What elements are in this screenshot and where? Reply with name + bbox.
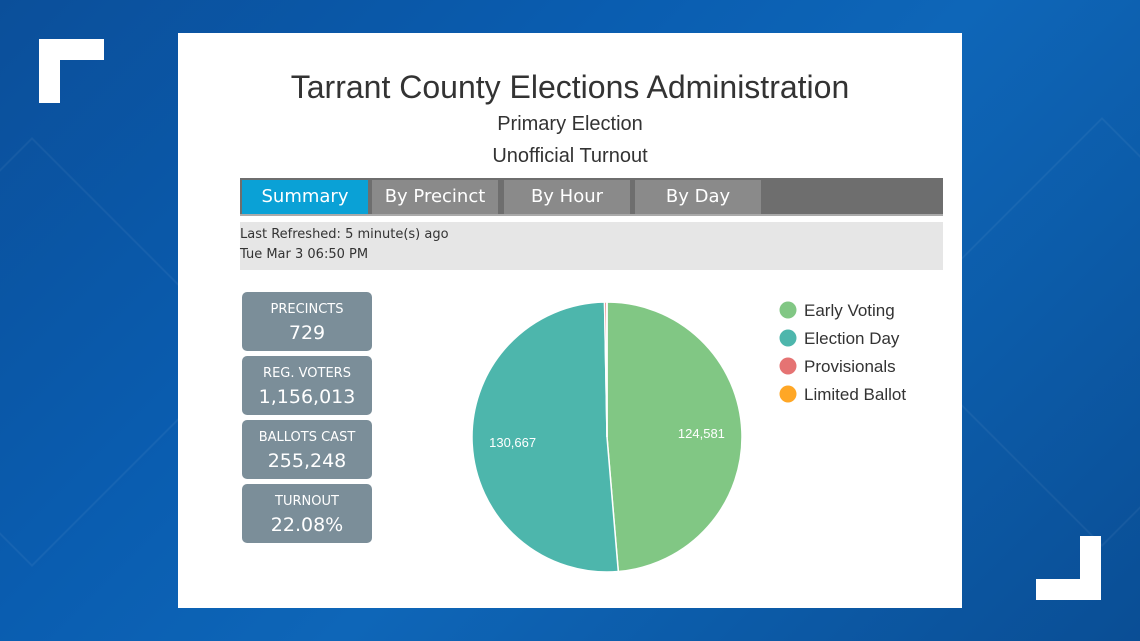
stat-value: 22.08% (270, 514, 344, 536)
pie-data-labels: 124,581 130,667 (489, 426, 725, 450)
pie-slice-election-day[interactable] (471, 301, 620, 573)
tab-by-hour[interactable]: By Hour (504, 180, 630, 214)
election-subtitle: Primary Election (497, 113, 643, 135)
stat-precincts: PRECINCTS 729 (242, 292, 372, 351)
tab-by-precinct[interactable]: By Precinct (372, 180, 498, 214)
legend-marker-limited-ballot[interactable] (779, 385, 797, 403)
legend-label-limited-ballot[interactable]: Limited Ballot (804, 385, 906, 404)
stat-label: REG. VOTERS (263, 366, 351, 381)
turnout-pie-chart: 124,581 130,667 Early Voting Election Day P… (471, 301, 906, 573)
refresh-timestamp: Tue Mar 3 06:50 PM (240, 247, 369, 262)
chart-legend: Early Voting Election Day Provisionals Limi… (779, 301, 906, 404)
page-title: Tarrant County Elections Administration (290, 69, 850, 105)
legend-marker-provisionals[interactable] (779, 357, 797, 375)
legend-marker-early-voting[interactable] (779, 301, 797, 319)
refresh-info: Last Refreshed: 5 minute(s) ago Tue Mar … (240, 222, 943, 270)
legend-label-early-voting[interactable]: Early Voting (804, 301, 895, 320)
tab-by-day[interactable]: By Day (635, 180, 761, 214)
tab-bar: Summary By Precinct By Hour By Day (240, 178, 943, 216)
stat-value: 255,248 (267, 450, 347, 472)
tab-summary[interactable]: Summary (242, 180, 368, 214)
legend-label-election-day[interactable]: Election Day (804, 329, 900, 348)
data-label-election-day: 130,667 (489, 435, 536, 450)
stat-turnout: TURNOUT 22.08% (242, 484, 372, 543)
pie-slice-early-voting[interactable] (606, 301, 743, 573)
legend-marker-election-day[interactable] (779, 329, 797, 347)
legend-label-provisionals[interactable]: Provisionals (804, 357, 896, 376)
turnout-subtitle: Unofficial Turnout (492, 145, 648, 167)
data-label-early-voting: 124,581 (678, 426, 725, 441)
stat-ballots-cast: BALLOTS CAST 255,248 (242, 420, 372, 479)
stat-registered-voters: REG. VOTERS 1,156,013 (242, 356, 372, 415)
stat-label: TURNOUT (275, 494, 339, 509)
pie-slices (471, 301, 743, 573)
stat-label: BALLOTS CAST (258, 430, 356, 445)
last-refreshed-text: Last Refreshed: 5 minute(s) ago (240, 227, 449, 242)
stat-value: 729 (288, 322, 326, 344)
stat-label: PRECINCTS (270, 302, 344, 317)
turnout-panel: Tarrant County Elections Administration … (178, 33, 962, 608)
stat-value: 1,156,013 (258, 386, 356, 408)
